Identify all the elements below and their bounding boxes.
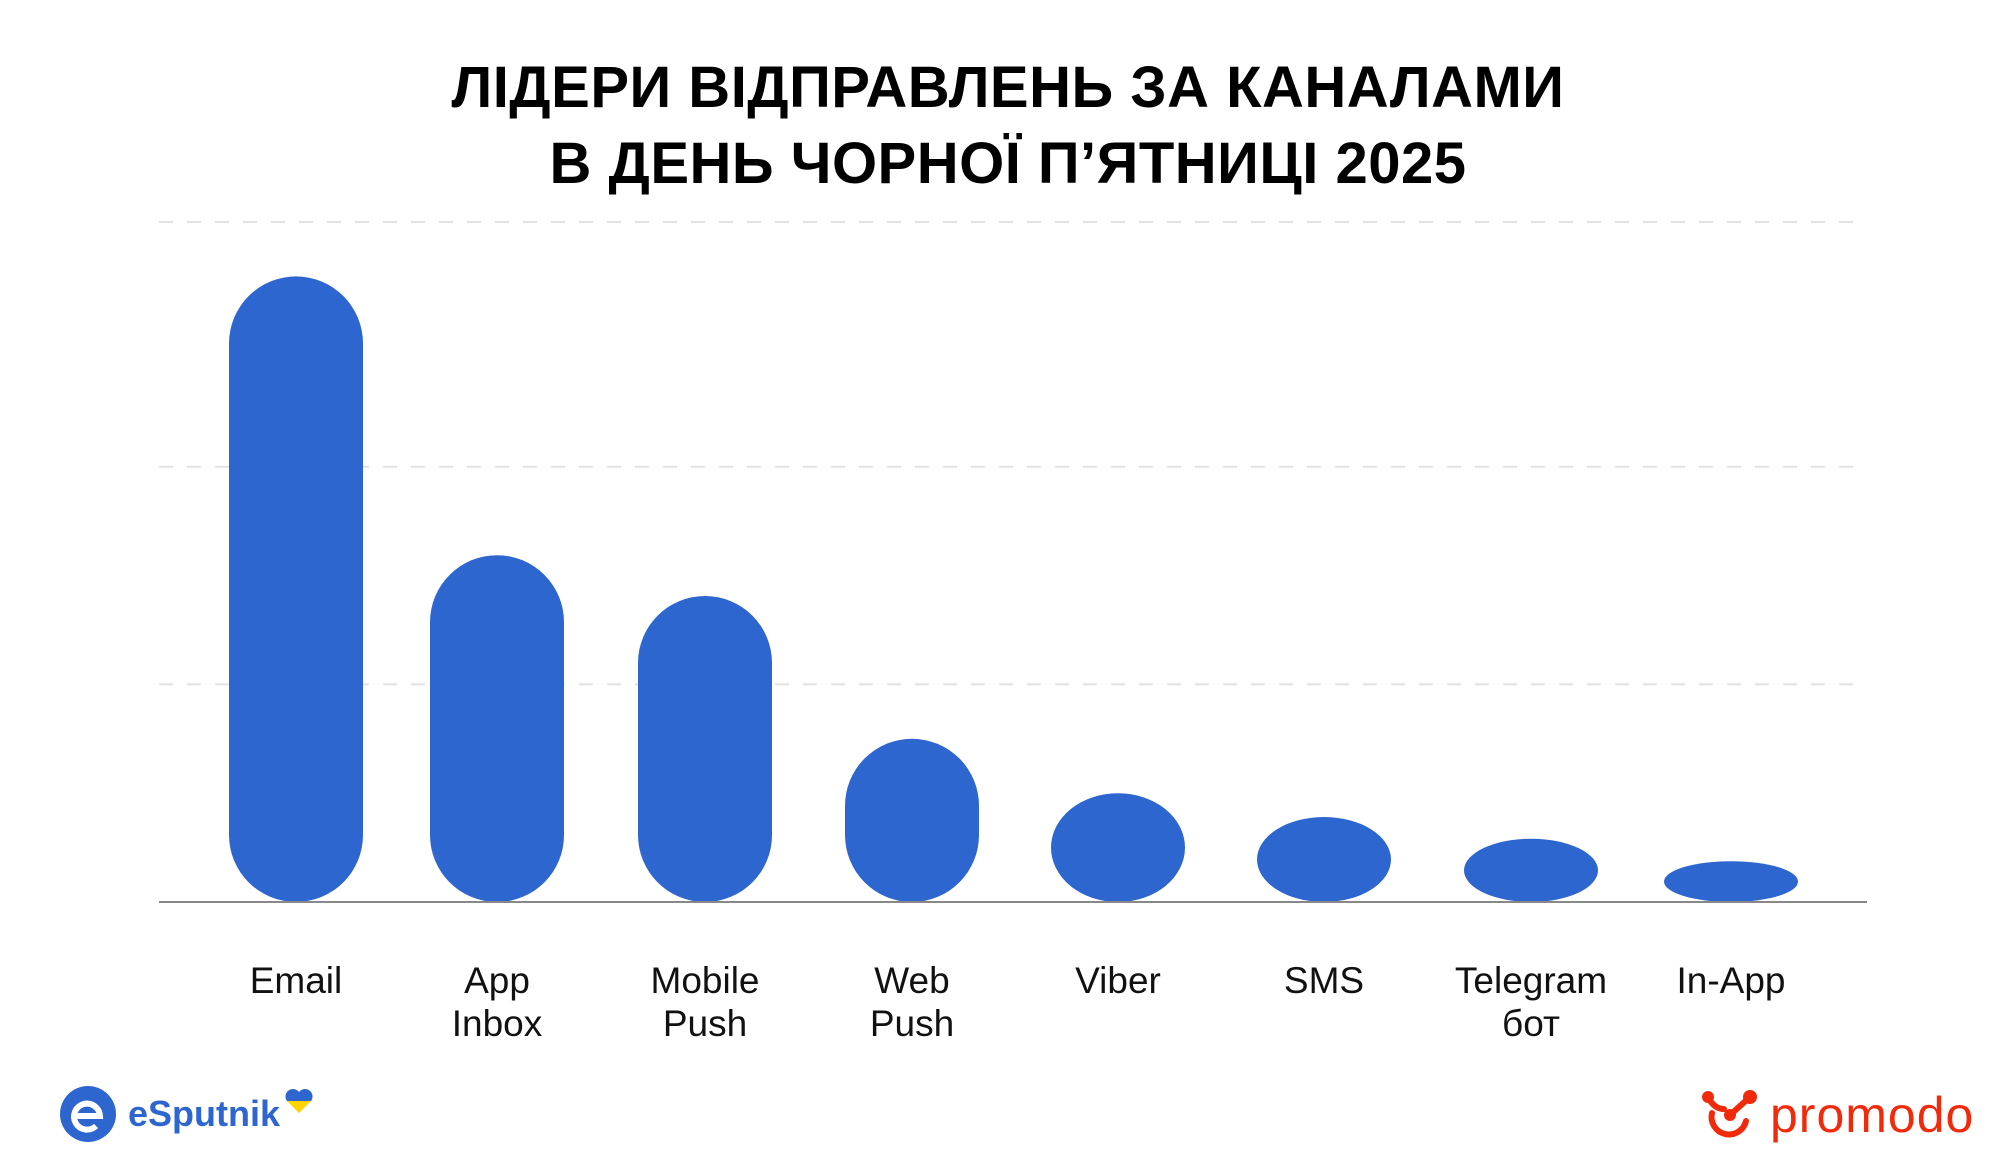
x-tick-label: Viber xyxy=(1075,960,1161,1001)
x-tick-label: Web xyxy=(874,960,949,1001)
x-tick-label: Mobile xyxy=(651,960,760,1001)
promodo-logo-icon xyxy=(1702,1090,1757,1138)
bar-sms xyxy=(1257,817,1391,902)
bar-viber xyxy=(1051,793,1185,902)
chart-title: ЛІДЕРИ ВІДПРАВЛЕНЬ ЗА КАНАЛАМИ В ДЕНЬ ЧО… xyxy=(0,50,2016,202)
bar-mobile-push xyxy=(638,596,772,902)
x-tick-label: Inbox xyxy=(452,1003,543,1044)
promodo-logo: promodo xyxy=(1700,1086,1974,1144)
bar-in-app xyxy=(1664,861,1798,902)
bar-telegram-бот xyxy=(1464,838,1598,902)
x-tick-label: App xyxy=(464,960,530,1001)
x-tick-label: Telegram xyxy=(1455,960,1607,1001)
chart-title-line-1: ЛІДЕРИ ВІДПРАВЛЕНЬ ЗА КАНАЛАМИ xyxy=(451,55,1565,120)
esputnik-logo: eSputnik xyxy=(58,1084,314,1144)
esputnik-logo-text: eSputnik xyxy=(128,1093,281,1134)
promodo-logo-text: promodo xyxy=(1770,1087,1975,1143)
ukraine-heart-icon xyxy=(285,1089,313,1113)
bar-app-inbox xyxy=(430,555,564,902)
x-tick-label: Push xyxy=(663,1003,747,1044)
esputnik-logo-icon xyxy=(60,1086,116,1142)
bar-email xyxy=(229,276,363,902)
x-tick-label: SMS xyxy=(1284,960,1364,1001)
x-tick-label: Push xyxy=(870,1003,954,1044)
bar-web-push xyxy=(845,738,979,902)
chart-title-line-2: В ДЕНЬ ЧОРНОЇ П’ЯТНИЦІ 2025 xyxy=(549,131,1467,196)
x-tick-label: In-App xyxy=(1676,960,1785,1001)
x-tick-label: Email xyxy=(250,960,343,1001)
x-tick-label: бот xyxy=(1502,1003,1560,1044)
